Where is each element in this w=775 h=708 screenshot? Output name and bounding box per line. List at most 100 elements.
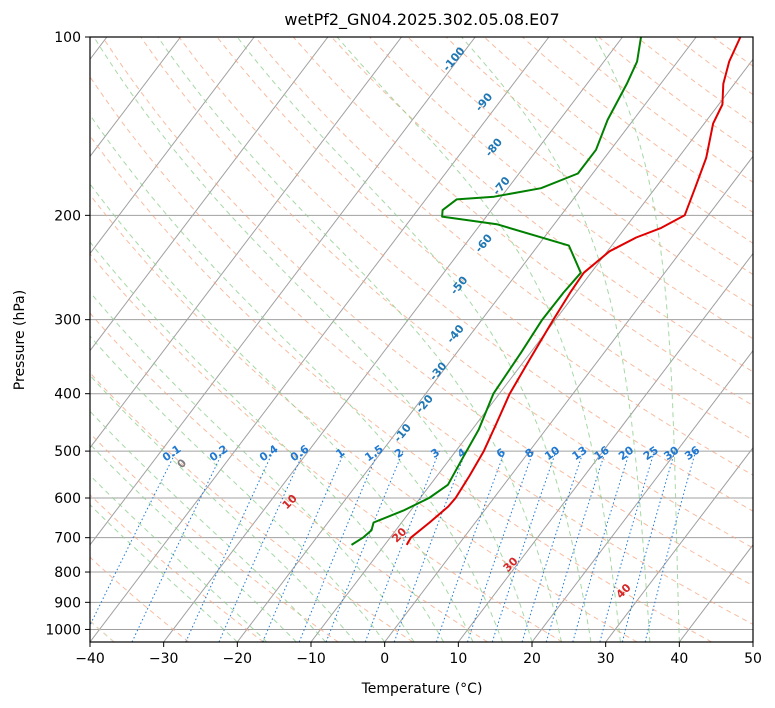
mixing-ratio-lines <box>90 450 697 642</box>
dry-adiabat-line <box>254 37 753 441</box>
x-tick-label: −30 <box>149 651 179 667</box>
x-tick-label: 10 <box>449 651 467 667</box>
dry-adiabat-line <box>90 194 638 642</box>
mixing-ratio-label: 36 <box>682 443 702 463</box>
plot-area: 0.1 0.2 0.4 0.6 1 1.5 2 3 4 6 8 10 13 16 20 25 30 3601020… <box>90 37 753 642</box>
x-tick-label: 0 <box>380 651 389 667</box>
moist-adiabat-line <box>336 37 621 642</box>
isotherm-line <box>236 37 697 642</box>
y-tick-label: 600 <box>54 491 81 507</box>
y-tick-label: 800 <box>54 565 81 581</box>
mixing-ratio-line <box>572 450 631 642</box>
moist-adiabat-line <box>594 37 680 642</box>
dry-adiabat-line <box>90 312 488 642</box>
dry-adiabat-line <box>712 37 753 67</box>
dry-adiabat-label: 10 <box>280 492 300 512</box>
mixing-ratio-line <box>90 450 177 627</box>
x-tick-label: 30 <box>597 651 615 667</box>
x-tick-label: −20 <box>223 651 253 667</box>
isotherm-line <box>90 37 255 255</box>
dry-adiabat-line <box>521 37 753 214</box>
mixing-ratio-line <box>599 450 655 642</box>
dry-adiabat-line <box>407 37 753 307</box>
y-tick-label: 100 <box>54 30 81 46</box>
dry-adiabat-line <box>90 135 712 642</box>
y-axis-title: Pressure (hPa) <box>12 290 28 390</box>
isotherm-line <box>90 37 476 546</box>
moist-adiabat-line <box>90 410 327 642</box>
x-tick-label: 40 <box>670 651 688 667</box>
mixing-ratio-label: 0.4 <box>257 442 281 464</box>
y-tick-label: 200 <box>54 208 81 224</box>
isotherm-line <box>678 544 753 642</box>
dry-adiabat-line <box>369 37 753 340</box>
y-tick-label: 900 <box>54 595 81 611</box>
dry-adiabat-line <box>216 37 753 476</box>
moist-adiabat-label: -80 <box>482 135 505 159</box>
mixing-ratio-line <box>218 450 305 642</box>
dry-adiabats <box>90 37 753 642</box>
dry-adiabat-line <box>90 432 339 642</box>
x-axis-title: Temperature (°C) <box>361 681 483 697</box>
temperature-profile-line <box>405 37 742 546</box>
dry-adiabat-line <box>90 75 753 625</box>
dry-adiabat-line <box>90 372 414 642</box>
dry-adiabat-line <box>178 37 753 512</box>
dry-adiabat-line <box>90 253 563 642</box>
x-tick-label: 50 <box>744 651 762 667</box>
dry-adiabat-label: 0 <box>175 456 190 471</box>
isotherm-line <box>531 349 753 642</box>
mixing-ratio-line <box>621 450 676 642</box>
mixing-ratio-line <box>185 450 274 642</box>
dry-adiabat-line <box>331 37 753 373</box>
moist-adiabat-label: -60 <box>472 231 495 255</box>
moist-adiabat-line <box>90 241 445 642</box>
mixing-ratio-line <box>644 450 697 642</box>
x-tick-label: 20 <box>523 651 541 667</box>
mixing-ratio-line <box>545 450 606 642</box>
x-tick-label: −40 <box>75 651 105 667</box>
chart-title: wetPf2_GN04.2025.302.05.08.E07 <box>284 10 559 30</box>
mixing-ratio-label: 0.6 <box>288 442 312 464</box>
moist-adiabat-label: -50 <box>448 273 471 297</box>
mixing-ratio-label: 30 <box>661 443 681 463</box>
mixing-ratio-line <box>521 450 584 642</box>
moist-adiabat-label: -40 <box>444 322 467 346</box>
isotherm-line <box>90 37 181 158</box>
dry-adiabat-line <box>90 556 190 642</box>
mixing-ratio-line <box>131 450 224 642</box>
dry-adiabat-line <box>674 37 753 96</box>
mixing-ratio-label: 20 <box>616 443 636 463</box>
moist-adiabat-line <box>90 443 297 642</box>
mixing-ratio-line <box>491 450 557 642</box>
moist-adiabat-line <box>90 374 356 642</box>
mixing-ratio-label: 6 <box>494 446 508 461</box>
isotherm-line <box>90 37 402 449</box>
mixing-ratio-line <box>435 450 506 642</box>
mixing-ratio-label: 1 <box>333 446 347 461</box>
moist-adiabat-line <box>90 291 415 642</box>
mixing-ratio-label: 3 <box>428 446 442 461</box>
dry-adiabat-line <box>560 37 753 183</box>
moist-adiabat-line <box>90 183 474 642</box>
profile-series <box>350 37 742 546</box>
dewpoint-profile-line <box>350 37 642 546</box>
isopleth-labels: 0.1 0.2 0.4 0.6 1 1.5 2 3 4 6 8 10 13 16 20 25 30 3601020… <box>160 44 702 601</box>
mixing-ratio-line <box>467 450 534 642</box>
y-tick-label: 1000 <box>45 622 81 638</box>
mixing-ratio-label: 13 <box>570 444 590 463</box>
moist-adiabat-label: -10 <box>391 421 414 445</box>
isotherm-line <box>752 641 753 642</box>
moist-adiabats <box>90 37 680 642</box>
dry-adiabat-line <box>636 37 753 125</box>
moist-adiabat-line <box>90 504 238 642</box>
moist-adiabat-label: -100 <box>440 44 468 74</box>
mixing-ratio-line <box>364 450 440 642</box>
isotherm-line <box>90 37 550 642</box>
dry-adiabat-line <box>102 37 753 587</box>
mixing-ratio-line <box>262 450 346 642</box>
x-tick-label: −10 <box>296 651 326 667</box>
moist-adiabat-label: -90 <box>473 90 496 114</box>
y-tick-label: 700 <box>54 531 81 547</box>
